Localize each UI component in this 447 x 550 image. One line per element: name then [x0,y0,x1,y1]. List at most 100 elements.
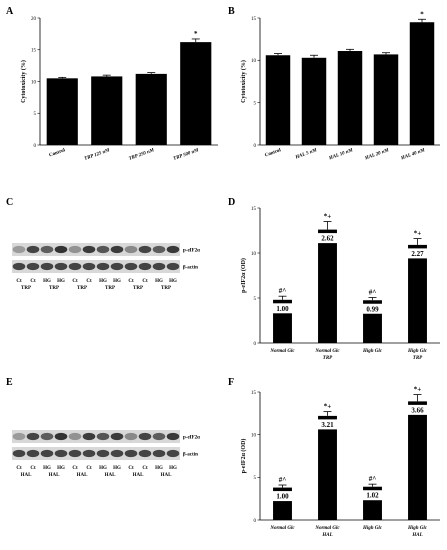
blot-strip-target [12,430,180,443]
lane-treatment-label: HAL [161,473,173,478]
data-label-box [272,491,293,502]
lane-label: Ct [72,279,78,284]
x-tick-label: High Glc [407,349,428,354]
data-label: 3.66 [411,406,424,414]
y-axis-label: p-eIF2α (OD) [240,439,247,474]
lane-label: Ct [30,466,36,471]
x-tick-label: TRP [413,356,423,361]
blot-band [110,245,124,254]
blot-band [166,449,180,458]
lane-treatment-label: TRP [161,286,171,291]
y-tick-label: 15 [251,207,257,212]
chart-panel-a: 0 5 10 15 20 Cytotoxicity (%) Control TRP 125 n… [20,17,218,162]
blot-band [82,245,96,254]
lane-label: Ct [128,279,134,284]
blot-band [12,245,26,254]
blot-band [40,449,54,458]
blot-band [124,432,138,441]
lane-label: HG [99,279,107,284]
significance-label: * [194,30,198,38]
data-label-box [407,248,428,259]
lane-label: HG [155,466,163,471]
x-tick-label: HAL 20 nM [364,148,390,162]
lane-label: HG [99,466,107,471]
y-tick-label: 5 [34,112,37,117]
blot-band [68,245,82,254]
lane-treatment-label: HAL [133,473,145,478]
blot-band [68,262,82,271]
x-tick-label: Normal Glc [314,526,340,531]
significance-label: *+ [414,230,422,238]
blot-band [110,432,124,441]
data-label: 3.21 [321,421,334,429]
blot-band-label: p-eIF2α [183,249,200,254]
x-tick-label: Control [264,148,282,159]
lane-treatment-label: HAL [21,473,33,478]
blot-band [40,262,54,271]
lane-label: HG [113,466,121,471]
y-tick-label: 0 [34,144,37,149]
bar [408,401,427,520]
significance-label: *+ [324,213,332,221]
x-tick-label: HAL [411,533,422,538]
y-tick-label: 5 [254,297,257,302]
lane-treatment-label: TRP [49,286,59,291]
lane-treatment-label: HAL [49,473,61,478]
lane-label: Ct [142,466,148,471]
blot-band [54,245,68,254]
significance-label: * [420,10,424,18]
significance-label: #^ [279,287,287,295]
lane-label: HG [113,279,121,284]
data-label-box [407,404,428,415]
bar [337,51,363,145]
blot-band [68,432,82,441]
data-label-box [317,419,338,430]
bar [373,54,399,146]
x-tick-label: HAL 40 nM [400,148,426,162]
panel-letter-f: F [228,377,234,388]
lane-treatment-label: TRP [77,286,87,291]
lane-label: Ct [16,279,22,284]
y-tick-label: 10 [251,433,257,438]
blot-band [40,432,54,441]
bar [318,229,337,343]
x-tick-label: High Glc [362,526,383,531]
blot-strip-loading [12,447,180,460]
bar [265,55,291,145]
y-tick-label: 5 [254,101,257,106]
x-tick-label: HAL 5 nM [294,148,318,161]
lane-treatment-label: TRP [133,286,143,291]
x-tick-label: TRP [323,356,333,361]
bar [408,244,427,343]
lane-label: HG [155,279,163,284]
x-tick-label: Control [49,148,67,159]
blot-band [152,449,166,458]
data-label-box [317,233,338,244]
significance-label: *+ [414,386,422,394]
panel-letter-c: C [6,197,13,208]
blot-band [110,449,124,458]
x-tick-label: High Glc [362,349,383,354]
blot-band [54,449,68,458]
x-tick-label: TRP 125 nM [84,148,111,162]
blot-band [26,262,40,271]
panel-letter-e: E [6,377,13,388]
x-tick-label: Normal Glc [314,349,340,354]
lane-label: HG [57,466,65,471]
y-tick-label: 0 [254,519,257,524]
panel-letter-a: A [6,6,14,17]
y-tick-label: 20 [31,17,37,22]
data-label: 0.99 [366,305,379,313]
western-blot-panel-c: p-eIF2α β-actin Ct Ct TRP HG HG TRP Ct Ct TRP HG HG T… [12,243,200,291]
lane-label: Ct [142,279,148,284]
blot-band [124,245,138,254]
lane-treatment-label: TRP [21,286,31,291]
chart-panel-f: 0 5 10 15 p-eIF2α (OD) #^ 1.00 Normal Glc *+ 3.21… [240,386,440,538]
lane-label: HG [169,466,177,471]
lane-treatment-label: HAL [105,473,117,478]
blot-band [166,245,180,254]
x-tick-label: High Glc [407,526,428,531]
blot-band [152,432,166,441]
blot-band [166,432,180,441]
